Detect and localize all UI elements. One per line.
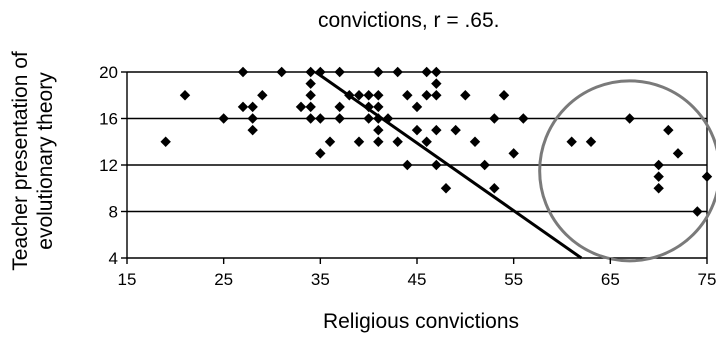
data-point-59: [518, 113, 528, 123]
data-point-7: [247, 125, 257, 135]
data-point-42: [421, 67, 431, 77]
data-point-26: [363, 90, 373, 100]
data-point-69: [702, 171, 712, 181]
data-point-36: [392, 137, 402, 147]
x-axis-title: Religious convictions: [323, 310, 519, 333]
data-point-18: [315, 148, 325, 158]
data-point-57: [499, 90, 509, 100]
data-point-8: [257, 90, 267, 100]
data-point-16: [315, 67, 325, 77]
data-point-47: [431, 90, 441, 100]
data-point-34: [373, 137, 383, 147]
data-point-40: [412, 102, 422, 112]
y-axis-ticks: 4 8 12 16 20: [99, 63, 127, 268]
data-point-0: [160, 137, 170, 147]
data-point-33: [373, 125, 383, 135]
data-point-49: [431, 160, 441, 170]
data-point-19: [325, 137, 335, 147]
data-point-6: [247, 113, 257, 123]
data-point-41: [412, 125, 422, 135]
data-point-55: [489, 183, 499, 193]
data-point-63: [653, 160, 663, 170]
data-point-12: [305, 78, 315, 88]
y-axis-title-line-2: evolutionary theory: [34, 72, 57, 250]
data-point-15: [305, 113, 315, 123]
data-point-29: [373, 67, 383, 77]
data-point-30: [373, 90, 383, 100]
y-tick-label-12: 12: [99, 156, 118, 175]
x-tick-label-15: 15: [118, 270, 137, 289]
data-point-58: [508, 148, 518, 158]
data-point-17: [315, 113, 325, 123]
data-point-11: [305, 67, 315, 77]
data-point-38: [402, 90, 412, 100]
data-points: [160, 67, 712, 217]
data-point-9: [276, 67, 286, 77]
data-point-54: [479, 160, 489, 170]
data-point-64: [653, 171, 663, 181]
data-point-44: [421, 137, 431, 147]
x-tick-label-35: 35: [311, 270, 330, 289]
data-point-5: [247, 102, 257, 112]
data-point-24: [354, 137, 364, 147]
x-tick-label-45: 45: [408, 270, 427, 289]
y-tick-label-4: 4: [109, 249, 118, 268]
data-point-4: [238, 102, 248, 112]
y-axis-title-line-1: Teacher presentation of: [9, 51, 32, 271]
caption-text: convictions, r = .65.: [318, 9, 500, 32]
data-point-28: [363, 113, 373, 123]
data-point-13: [305, 90, 315, 100]
x-tick-label-25: 25: [214, 270, 233, 289]
data-point-61: [586, 137, 596, 147]
data-point-68: [692, 206, 702, 216]
gridlines: [127, 72, 707, 258]
data-point-52: [460, 90, 470, 100]
x-axis-ticks: 15 25 35 45 55 65 75: [118, 258, 716, 289]
data-point-50: [441, 183, 451, 193]
x-tick-label-65: 65: [601, 270, 620, 289]
data-point-10: [296, 102, 306, 112]
data-point-48: [431, 125, 441, 135]
y-tick-label-20: 20: [99, 63, 118, 82]
data-point-21: [334, 102, 344, 112]
data-point-46: [431, 78, 441, 88]
data-point-39: [402, 160, 412, 170]
data-point-35: [383, 113, 393, 123]
y-tick-label-16: 16: [99, 110, 118, 129]
x-tick-label-55: 55: [504, 270, 523, 289]
data-point-22: [334, 113, 344, 123]
data-point-2: [218, 113, 228, 123]
data-point-56: [489, 113, 499, 123]
data-point-14: [305, 102, 315, 112]
data-point-20: [334, 67, 344, 77]
data-point-65: [653, 183, 663, 193]
data-point-67: [673, 148, 683, 158]
highlight-circle: [540, 81, 716, 261]
data-point-3: [238, 67, 248, 77]
y-tick-label-8: 8: [109, 203, 118, 222]
data-point-1: [180, 90, 190, 100]
data-point-66: [663, 125, 673, 135]
x-tick-label-75: 75: [698, 270, 716, 289]
data-point-31: [373, 102, 383, 112]
data-point-60: [566, 137, 576, 147]
data-point-51: [450, 125, 460, 135]
data-point-45: [431, 67, 441, 77]
data-point-43: [421, 90, 431, 100]
data-point-37: [392, 67, 402, 77]
data-point-62: [624, 113, 634, 123]
data-point-53: [470, 137, 480, 147]
